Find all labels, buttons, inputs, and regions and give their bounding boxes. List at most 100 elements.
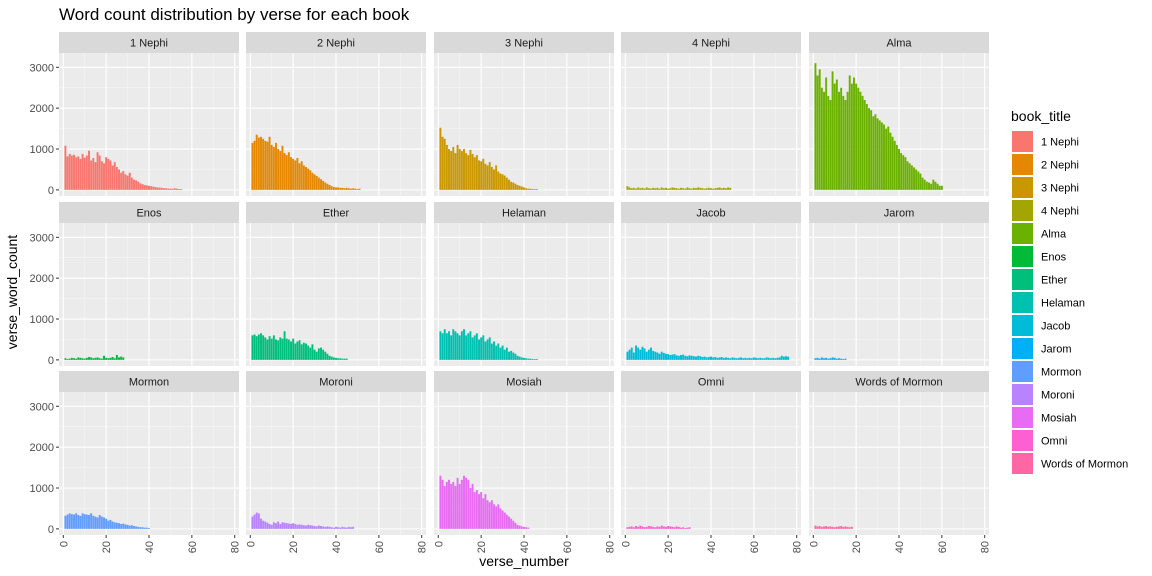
bar <box>484 341 487 360</box>
bar <box>317 525 320 529</box>
bar <box>272 146 275 190</box>
x-tick-label: 60 <box>374 541 386 553</box>
bar <box>816 526 819 529</box>
bar <box>684 188 687 190</box>
x-tick-label: 20 <box>663 541 675 553</box>
bar <box>505 514 508 529</box>
legend-label: Words of Mormon <box>1041 459 1128 471</box>
bar <box>64 515 67 529</box>
bar <box>677 526 680 529</box>
strip-background <box>621 202 801 223</box>
bar <box>503 349 506 360</box>
bar <box>514 183 517 190</box>
bar <box>163 188 165 190</box>
bar <box>443 329 446 360</box>
bar <box>626 186 629 190</box>
bar <box>92 158 95 190</box>
bar <box>658 188 661 190</box>
bar <box>814 358 817 360</box>
bar <box>70 514 73 529</box>
bar <box>827 95 830 190</box>
bar <box>883 124 885 190</box>
bar <box>255 512 258 529</box>
bar <box>330 527 333 529</box>
bar <box>703 356 706 360</box>
bar <box>868 108 870 190</box>
bar <box>480 492 483 529</box>
bar <box>835 358 838 360</box>
bar <box>650 347 652 360</box>
bar <box>493 504 495 529</box>
bar <box>527 527 530 529</box>
bar <box>735 358 738 360</box>
bar <box>885 128 888 190</box>
bar <box>677 355 680 360</box>
bar <box>73 358 75 360</box>
legend-key <box>1012 361 1033 382</box>
bar <box>298 524 301 529</box>
bar <box>831 71 834 190</box>
bar <box>279 523 282 529</box>
bar <box>820 357 823 360</box>
bar <box>313 174 316 190</box>
bar <box>124 174 127 190</box>
legend-item: Alma <box>1012 223 1067 244</box>
bar <box>343 358 346 360</box>
bar <box>919 173 922 190</box>
strip-background <box>434 371 614 392</box>
bar <box>465 477 468 529</box>
bar <box>296 524 299 529</box>
x-tick-label: 0 <box>433 541 445 547</box>
bar <box>354 188 357 190</box>
bar <box>510 518 513 529</box>
bar <box>66 359 69 360</box>
bar <box>818 358 821 360</box>
legend-label: Omni <box>1041 436 1067 448</box>
bar <box>458 149 461 190</box>
bar <box>531 359 534 360</box>
bar <box>307 524 310 529</box>
bar <box>145 527 148 529</box>
bar <box>928 182 930 190</box>
bar <box>750 358 753 360</box>
bar <box>285 338 288 360</box>
bar <box>262 138 265 190</box>
strip-background <box>809 32 989 53</box>
bar <box>712 188 715 190</box>
bar <box>838 358 840 360</box>
bar <box>699 356 702 360</box>
bar <box>682 527 685 529</box>
bar <box>688 188 691 190</box>
bar <box>682 354 685 360</box>
bar <box>454 485 457 529</box>
bar <box>833 357 836 360</box>
bar <box>705 357 708 360</box>
bar <box>320 526 322 529</box>
bar <box>150 186 153 190</box>
bar <box>115 354 118 360</box>
bar <box>842 95 845 190</box>
bar <box>275 339 277 360</box>
bar <box>650 526 652 529</box>
bar <box>630 526 633 529</box>
bar <box>510 350 513 360</box>
bar <box>876 118 879 190</box>
bar <box>516 524 519 529</box>
legend-label: 3 Nephi <box>1041 183 1079 195</box>
bar <box>823 91 825 190</box>
bar <box>109 160 112 190</box>
bar <box>697 355 700 360</box>
bar <box>814 63 817 190</box>
legend-label: Moroni <box>1041 390 1075 402</box>
bar <box>77 156 80 190</box>
bar <box>266 141 269 190</box>
bar <box>525 188 528 190</box>
bar <box>729 187 732 190</box>
bar <box>484 494 487 529</box>
bar <box>343 188 346 190</box>
bar <box>445 481 448 529</box>
strip-background <box>621 371 801 392</box>
bar <box>848 527 851 529</box>
bar <box>529 358 532 360</box>
bar <box>835 79 838 190</box>
